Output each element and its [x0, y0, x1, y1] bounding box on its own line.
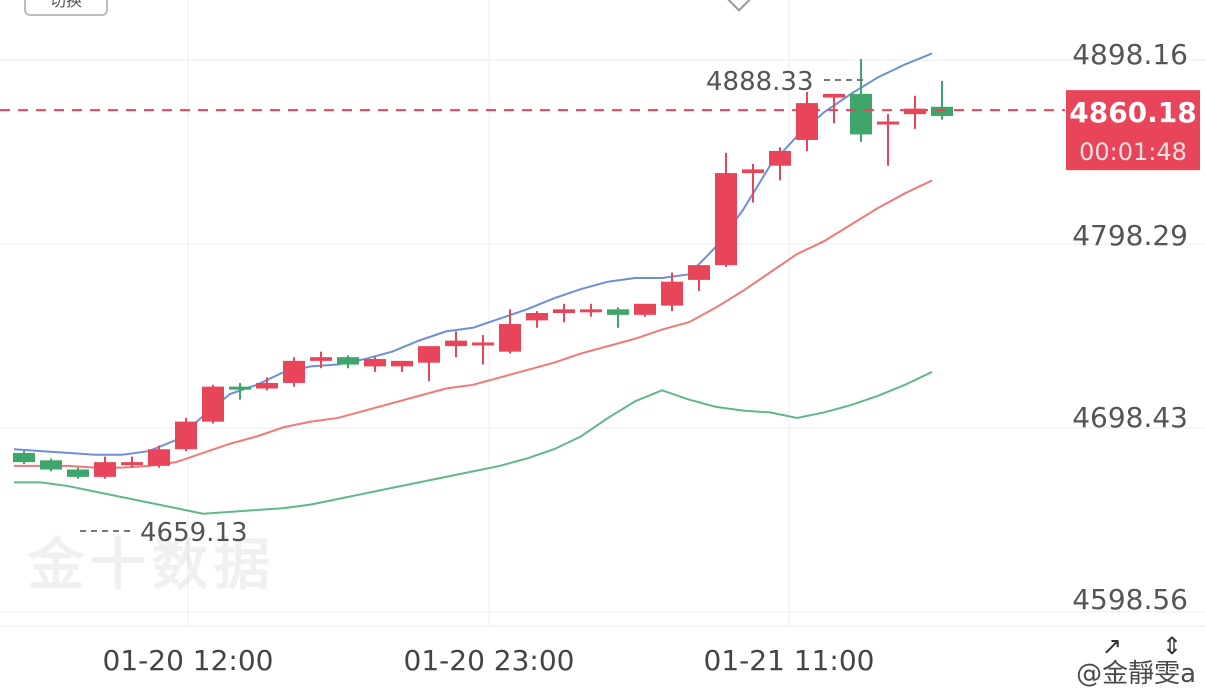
- candle-body: [904, 108, 926, 115]
- candle-body: [472, 342, 494, 346]
- candle-body: [202, 386, 224, 422]
- countdown-label: 00:01:48: [1079, 138, 1187, 166]
- candle-body: [769, 150, 791, 166]
- candle-body: [148, 449, 170, 466]
- bollinger-lower-line: [14, 371, 933, 515]
- candle-body: [229, 386, 251, 390]
- x-tick-label: 01-20 12:00: [103, 644, 274, 677]
- candle-body: [499, 324, 521, 352]
- candle-body: [337, 357, 359, 365]
- y-tick-label: 4798.29: [1072, 219, 1188, 252]
- candle-body: [364, 359, 386, 367]
- y-tick-label: 4898.16: [1072, 38, 1188, 71]
- candle-body: [526, 313, 548, 321]
- y-tick-label: 4598.56: [1072, 583, 1188, 616]
- candle-body: [931, 106, 953, 116]
- candle-body: [94, 462, 116, 477]
- candle-body: [13, 452, 35, 463]
- candle-body: [796, 103, 818, 140]
- candle-body: [67, 469, 89, 477]
- x-tick-label: 01-20 23:00: [404, 644, 575, 677]
- candle-body: [418, 346, 440, 363]
- bollinger-upper-line: [13, 52, 933, 456]
- candle-body: [661, 281, 683, 306]
- candle-body: [121, 462, 143, 466]
- candle-body: [175, 421, 197, 450]
- last-price-label: 4860.18: [1069, 96, 1197, 129]
- high-marker-label: 4888.33: [706, 67, 814, 97]
- top-button[interactable]: 切换: [24, 0, 108, 16]
- candle-body: [283, 360, 305, 383]
- low-marker-label: 4659.13: [140, 518, 248, 548]
- corner-icons: ↗ ⇕: [1102, 632, 1182, 660]
- watermark-user: @金靜雯a: [1076, 659, 1196, 689]
- watermark-brand: 金十数据: [28, 533, 276, 598]
- candle-body: [688, 265, 710, 280]
- candle-body: [742, 169, 764, 174]
- x-tick-label: 01-21 11:00: [704, 644, 875, 677]
- candle-body: [850, 93, 872, 135]
- y-tick-label: 4698.43: [1072, 401, 1188, 434]
- candle-body: [310, 357, 332, 361]
- candle-body: [580, 309, 602, 313]
- expand-icon[interactable]: ↗: [1101, 632, 1122, 660]
- candle-body: [607, 309, 629, 315]
- candle-body: [40, 460, 62, 470]
- candle-body: [715, 173, 737, 266]
- fullscreen-icon[interactable]: ⇕: [1161, 632, 1182, 660]
- candle-body: [553, 309, 575, 313]
- candle-body: [823, 93, 845, 98]
- candle-body: [877, 121, 899, 125]
- candle-body: [391, 360, 413, 367]
- last-price-box: [1066, 90, 1200, 171]
- candle-body: [634, 303, 656, 315]
- bollinger-middle-line: [14, 179, 933, 469]
- candle-body: [445, 340, 467, 347]
- candle-body: [256, 382, 278, 389]
